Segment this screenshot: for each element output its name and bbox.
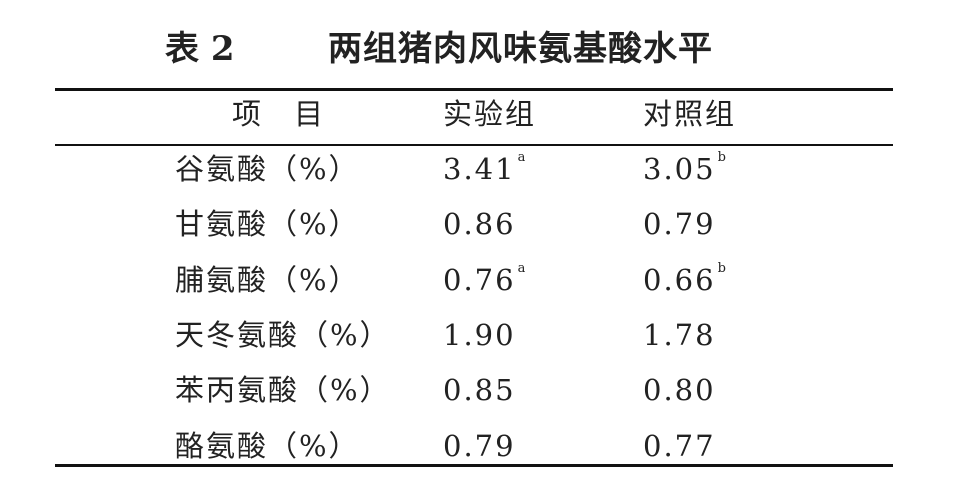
cell-text: 苯丙氨酸（%） <box>175 373 391 408</box>
row-label: 天冬氨酸（%） <box>175 317 391 352</box>
cell-text: 酪氨酸（%） <box>175 428 360 463</box>
row-label: 酪氨酸（%） <box>175 428 360 463</box>
cell-text: 甘氨酸（%） <box>175 207 360 242</box>
value-cell: 0.77 <box>643 428 716 463</box>
bottom-rule <box>55 464 893 467</box>
value-cell: 0.80 <box>643 376 716 405</box>
cell-text: 天冬氨酸（%） <box>175 317 391 352</box>
cell-text: 0.85 <box>443 373 516 408</box>
header-cell: 项 目 <box>232 97 326 131</box>
cell-text: 0.66 <box>643 262 716 297</box>
top-rule <box>55 88 893 91</box>
cell-text: 1.78 <box>643 317 716 352</box>
row-label: 谷氨酸（%） <box>175 155 360 184</box>
cell-text: 谷氨酸（%） <box>175 152 360 186</box>
value-cell: 0.86 <box>443 210 516 239</box>
value-cell: 3.41 a <box>443 151 527 186</box>
cell-text: 0.86 <box>443 207 516 242</box>
value-cell: 0.76 a <box>443 262 527 297</box>
superscript: a <box>517 260 528 276</box>
cell-text: 0.79 <box>443 428 516 463</box>
value-cell: 1.78 <box>643 317 716 352</box>
value-cell: 0.85 <box>443 376 516 405</box>
cell-text: 0.76 <box>443 262 516 297</box>
value-cell: 0.79 <box>443 428 516 463</box>
cell-text: 3.05 <box>643 152 716 186</box>
row-label: 甘氨酸（%） <box>175 210 360 239</box>
row-label: 脯氨酸（%） <box>175 262 360 297</box>
row-label: 苯丙氨酸（%） <box>175 376 391 405</box>
value-cell: 1.90 <box>443 317 516 352</box>
cell-text: 0.77 <box>643 428 716 463</box>
header-cell: 实验组 <box>443 97 537 131</box>
value-cell: 0.79 <box>643 210 716 239</box>
value-cell: 3.05 b <box>643 151 728 186</box>
table-number: 表 2 <box>165 29 235 69</box>
cell-text: 0.80 <box>643 373 716 408</box>
cell-text: 3.41 <box>443 152 516 186</box>
value-cell: 0.66 b <box>643 262 728 297</box>
table-title: 两组猪肉风味氨基酸水平 <box>328 29 713 69</box>
cell-text: 1.90 <box>443 317 516 352</box>
cell-text: 脯氨酸（%） <box>175 262 360 297</box>
superscript: b <box>717 260 728 276</box>
header-rule <box>55 144 893 146</box>
superscript: a <box>517 150 528 165</box>
cell-text: 0.79 <box>643 207 716 242</box>
header-cell: 对照组 <box>643 97 737 131</box>
superscript: b <box>717 150 728 165</box>
